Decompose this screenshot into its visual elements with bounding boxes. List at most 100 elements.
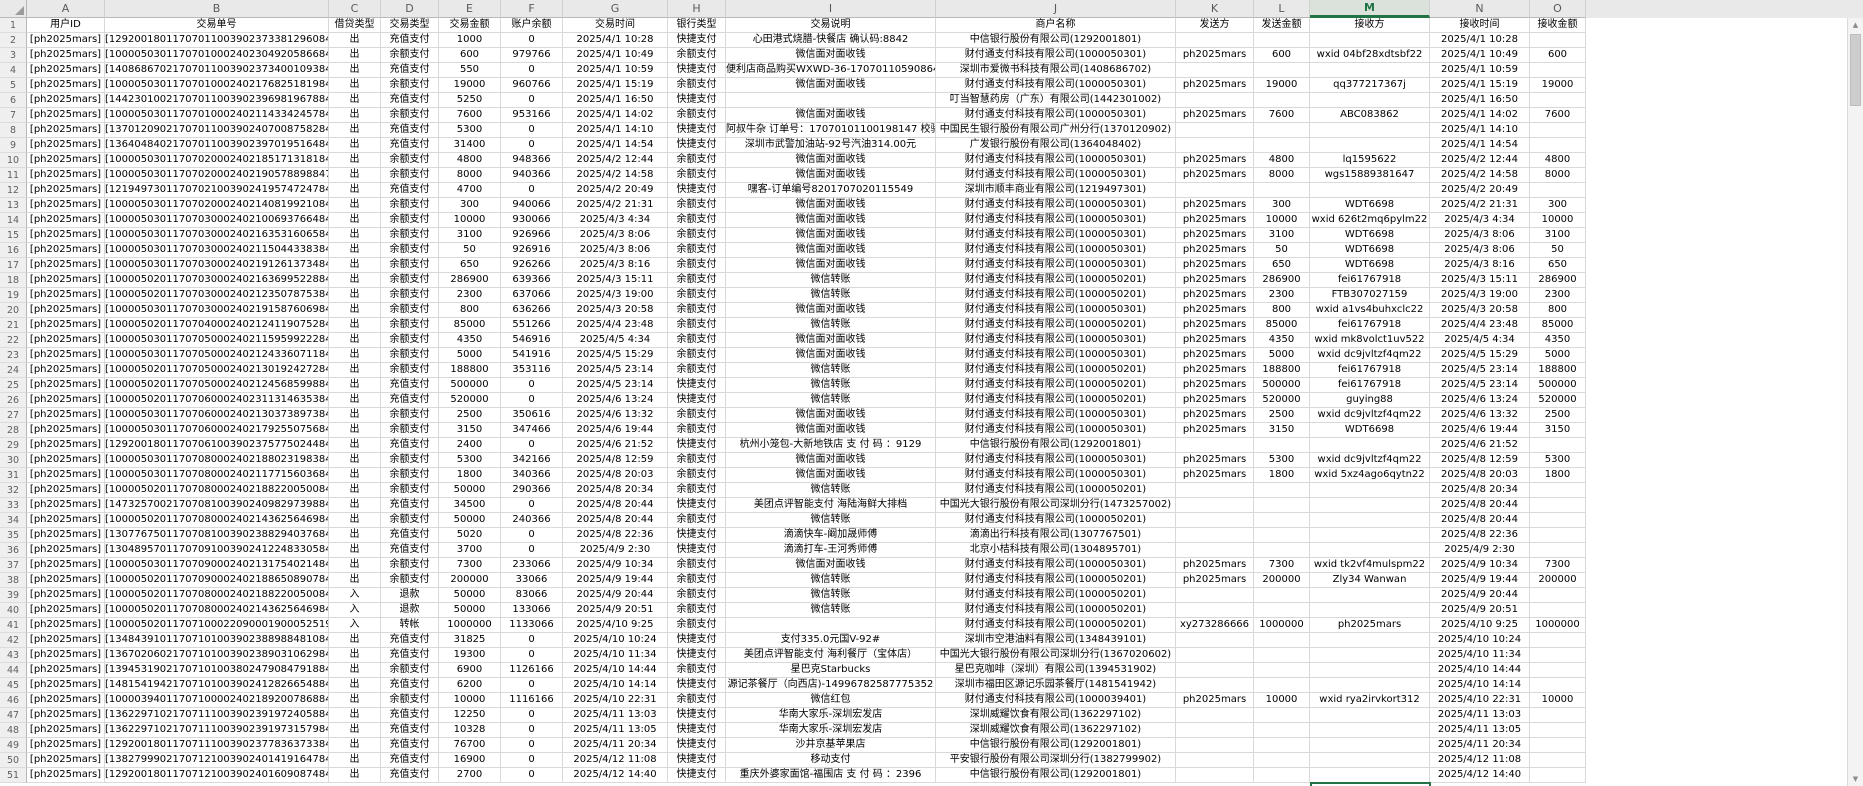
cell-c50[interactable]: 出 <box>329 753 381 768</box>
cell-j17[interactable]: 财付通支付科技有限公司(1000050301) <box>936 258 1176 273</box>
cell-k38[interactable]: ph2025mars <box>1176 573 1254 588</box>
cell-a19[interactable]: [ph2025mars] <box>27 288 105 303</box>
cell-e6[interactable]: 5250 <box>439 93 501 108</box>
cell-e16[interactable]: 50 <box>439 243 501 258</box>
cell-f32[interactable]: 290366 <box>501 483 563 498</box>
cell-g30[interactable]: 2025/4/8 12:59 <box>563 453 668 468</box>
cell-c8[interactable]: 出 <box>329 123 381 138</box>
cell-h9[interactable]: 快捷支付 <box>668 138 726 153</box>
row-header[interactable]: 17 <box>0 258 27 273</box>
cell-b8[interactable]: [137012090217070110039024070087582847] <box>105 123 329 138</box>
cell-o38[interactable]: 200000 <box>1530 573 1586 588</box>
cell-c44[interactable]: 出 <box>329 663 381 678</box>
cell-o34[interactable] <box>1530 513 1586 528</box>
cell-d8[interactable]: 充值支付 <box>381 123 439 138</box>
column-header-f[interactable]: F <box>501 0 563 18</box>
cell-i47[interactable]: 华南大家乐-深圳宏发店 <box>726 708 936 723</box>
cell-g22[interactable]: 2025/4/5 4:34 <box>563 333 668 348</box>
cell-g46[interactable]: 2025/4/10 22:31 <box>563 693 668 708</box>
row-header[interactable]: 51 <box>0 768 27 783</box>
cell-f8[interactable]: 0 <box>501 123 563 138</box>
row-header[interactable]: 43 <box>0 648 27 663</box>
cell-l26[interactable]: 520000 <box>1254 393 1310 408</box>
cell-e41[interactable]: 1000000 <box>439 618 501 633</box>
row-header[interactable]: 7 <box>0 108 27 123</box>
cell-l32[interactable] <box>1254 483 1310 498</box>
row-header[interactable]: 18 <box>0 273 27 288</box>
cell-o5[interactable]: 19000 <box>1530 78 1586 93</box>
cell-i5[interactable]: 微信面对面收钱 <box>726 78 936 93</box>
cell-o40[interactable] <box>1530 603 1586 618</box>
cell-j20[interactable]: 财付通支付科技有限公司(1000050301) <box>936 303 1176 318</box>
cell-m5[interactable]: qq377217367j <box>1310 78 1430 93</box>
cell-f50[interactable]: 0 <box>501 753 563 768</box>
cell-k31[interactable]: ph2025mars <box>1176 468 1254 483</box>
cell-b48[interactable]: [136229710217071110039023919731579847] <box>105 723 329 738</box>
cell-e43[interactable]: 19300 <box>439 648 501 663</box>
cell-g36[interactable]: 2025/4/9 2:30 <box>563 543 668 558</box>
cell-i44[interactable]: 星巴克Starbucks <box>726 663 936 678</box>
cell-l21[interactable]: 85000 <box>1254 318 1310 333</box>
cell-j46[interactable]: 财付通支付科技有限公司(1000039401) <box>936 693 1176 708</box>
cell-b41[interactable]: [100005020117071000220900019000525195684… <box>105 618 329 633</box>
cell-d33[interactable]: 充值支付 <box>381 498 439 513</box>
row-header[interactable]: 21 <box>0 318 27 333</box>
cell-n22[interactable]: 2025/4/5 4:34 <box>1430 333 1530 348</box>
cell-k40[interactable] <box>1176 603 1254 618</box>
cell-o37[interactable]: 7300 <box>1530 558 1586 573</box>
cell-f45[interactable]: 0 <box>501 678 563 693</box>
cell-b3[interactable]: [100005030117070100024023049205866847] <box>105 48 329 63</box>
cell-e27[interactable]: 2500 <box>439 408 501 423</box>
column-header-k[interactable]: K <box>1176 0 1254 18</box>
cell-i32[interactable]: 微信转账 <box>726 483 936 498</box>
cell-a37[interactable]: [ph2025mars] <box>27 558 105 573</box>
cell-i1[interactable]: 交易说明 <box>726 18 936 33</box>
cell-l6[interactable] <box>1254 93 1310 108</box>
cell-n48[interactable]: 2025/4/11 13:05 <box>1430 723 1530 738</box>
cell-j16[interactable]: 财付通支付科技有限公司(1000050301) <box>936 243 1176 258</box>
cell-b11[interactable]: [10000503011707020002402190578898847] <box>105 168 329 183</box>
cell-c47[interactable]: 出 <box>329 708 381 723</box>
cell-m20[interactable]: wxid a1vs4buhxclc22 <box>1310 303 1430 318</box>
cell-o41[interactable]: 1000000 <box>1530 618 1586 633</box>
cell-b32[interactable]: [100005020117070800024021882200500847] <box>105 483 329 498</box>
cell-a23[interactable]: [ph2025mars] <box>27 348 105 363</box>
cell-l27[interactable]: 2500 <box>1254 408 1310 423</box>
cell-c1[interactable]: 借贷类型 <box>329 18 381 33</box>
row-header[interactable]: 50 <box>0 753 27 768</box>
cell-a45[interactable]: [ph2025mars] <box>27 678 105 693</box>
cell-a17[interactable]: [ph2025mars] <box>27 258 105 273</box>
cell-o24[interactable]: 188800 <box>1530 363 1586 378</box>
cell-e23[interactable]: 5000 <box>439 348 501 363</box>
cell-c36[interactable]: 出 <box>329 543 381 558</box>
cell-m3[interactable]: wxid 04bf28xdtsbf22 <box>1310 48 1430 63</box>
cell-d43[interactable]: 充值支付 <box>381 648 439 663</box>
cell-d28[interactable]: 余额支付 <box>381 423 439 438</box>
cell-c38[interactable]: 出 <box>329 573 381 588</box>
cell-n51[interactable]: 2025/4/12 14:40 <box>1430 768 1530 783</box>
cell-l23[interactable]: 5000 <box>1254 348 1310 363</box>
cell-e42[interactable]: 31825 <box>439 633 501 648</box>
cell-o39[interactable] <box>1530 588 1586 603</box>
cell-h11[interactable]: 余额支付 <box>668 168 726 183</box>
row-header[interactable]: 19 <box>0 288 27 303</box>
cell-e8[interactable]: 5300 <box>439 123 501 138</box>
cell-d18[interactable]: 余额支付 <box>381 273 439 288</box>
cell-m23[interactable]: wxid dc9jvltzf4qm22 <box>1310 348 1430 363</box>
cell-g38[interactable]: 2025/4/9 19:44 <box>563 573 668 588</box>
cell-n41[interactable]: 2025/4/10 9:25 <box>1430 618 1530 633</box>
cell-m32[interactable] <box>1310 483 1430 498</box>
cell-m38[interactable]: Zly34 Wanwan <box>1310 573 1430 588</box>
cell-h16[interactable]: 余额支付 <box>668 243 726 258</box>
cell-o49[interactable] <box>1530 738 1586 753</box>
cell-f24[interactable]: 353116 <box>501 363 563 378</box>
cell-d44[interactable]: 余额支付 <box>381 663 439 678</box>
cell-e9[interactable]: 31400 <box>439 138 501 153</box>
cell-k19[interactable]: ph2025mars <box>1176 288 1254 303</box>
column-header-c[interactable]: C <box>329 0 381 18</box>
cell-g33[interactable]: 2025/4/8 20:44 <box>563 498 668 513</box>
cell-j31[interactable]: 财付通支付科技有限公司(1000050301) <box>936 468 1176 483</box>
cell-c2[interactable]: 出 <box>329 33 381 48</box>
cell-m13[interactable]: WDT6698 <box>1310 198 1430 213</box>
cell-n24[interactable]: 2025/4/5 23:14 <box>1430 363 1530 378</box>
